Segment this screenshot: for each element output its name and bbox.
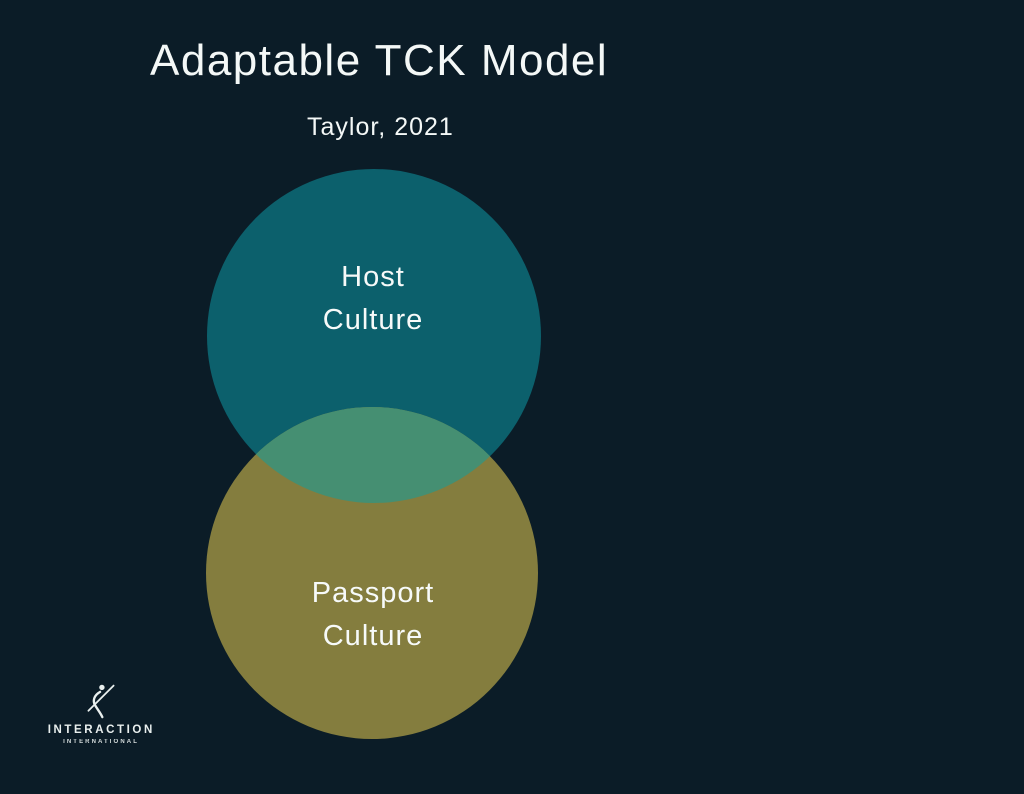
logo-subname: INTERNATIONAL <box>63 739 139 745</box>
passport-label-line2: Culture <box>322 620 424 652</box>
passport-culture-label: Passport Culture <box>312 572 434 658</box>
host-culture-label: Host Culture <box>323 256 424 342</box>
host-label-line1: Host <box>341 261 405 293</box>
passport-label-line1: Passport <box>311 577 435 609</box>
host-culture-circle <box>207 169 541 503</box>
page-title: Adaptable TCK Model <box>150 36 609 85</box>
host-label-line2: Culture <box>322 304 424 336</box>
logo-name: INTERACTION <box>47 724 155 736</box>
logo: INTERACTION INTERNATIONAL <box>45 680 155 745</box>
passport-culture-circle <box>206 407 538 739</box>
dancing-figure-icon <box>87 684 115 719</box>
slide-subtitle-citation: Taylor, 2021 <box>307 113 454 141</box>
